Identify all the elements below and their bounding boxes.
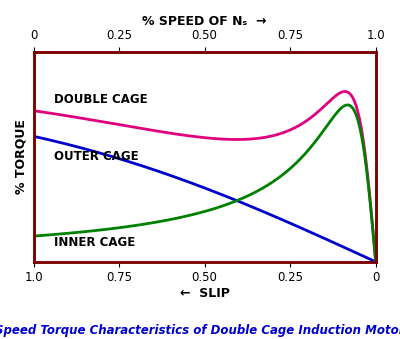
- Text: INNER CAGE: INNER CAGE: [54, 236, 135, 250]
- X-axis label: % SPEED OF Nₛ  →: % SPEED OF Nₛ →: [142, 15, 267, 28]
- X-axis label: ←  SLIP: ← SLIP: [180, 287, 230, 300]
- Text: DOUBLE CAGE: DOUBLE CAGE: [54, 93, 148, 106]
- Text: OUTER CAGE: OUTER CAGE: [54, 150, 139, 163]
- Text: Speed Torque Characteristics of Double Cage Induction Motor: Speed Torque Characteristics of Double C…: [0, 324, 400, 337]
- Y-axis label: % TORQUE: % TORQUE: [15, 119, 28, 194]
